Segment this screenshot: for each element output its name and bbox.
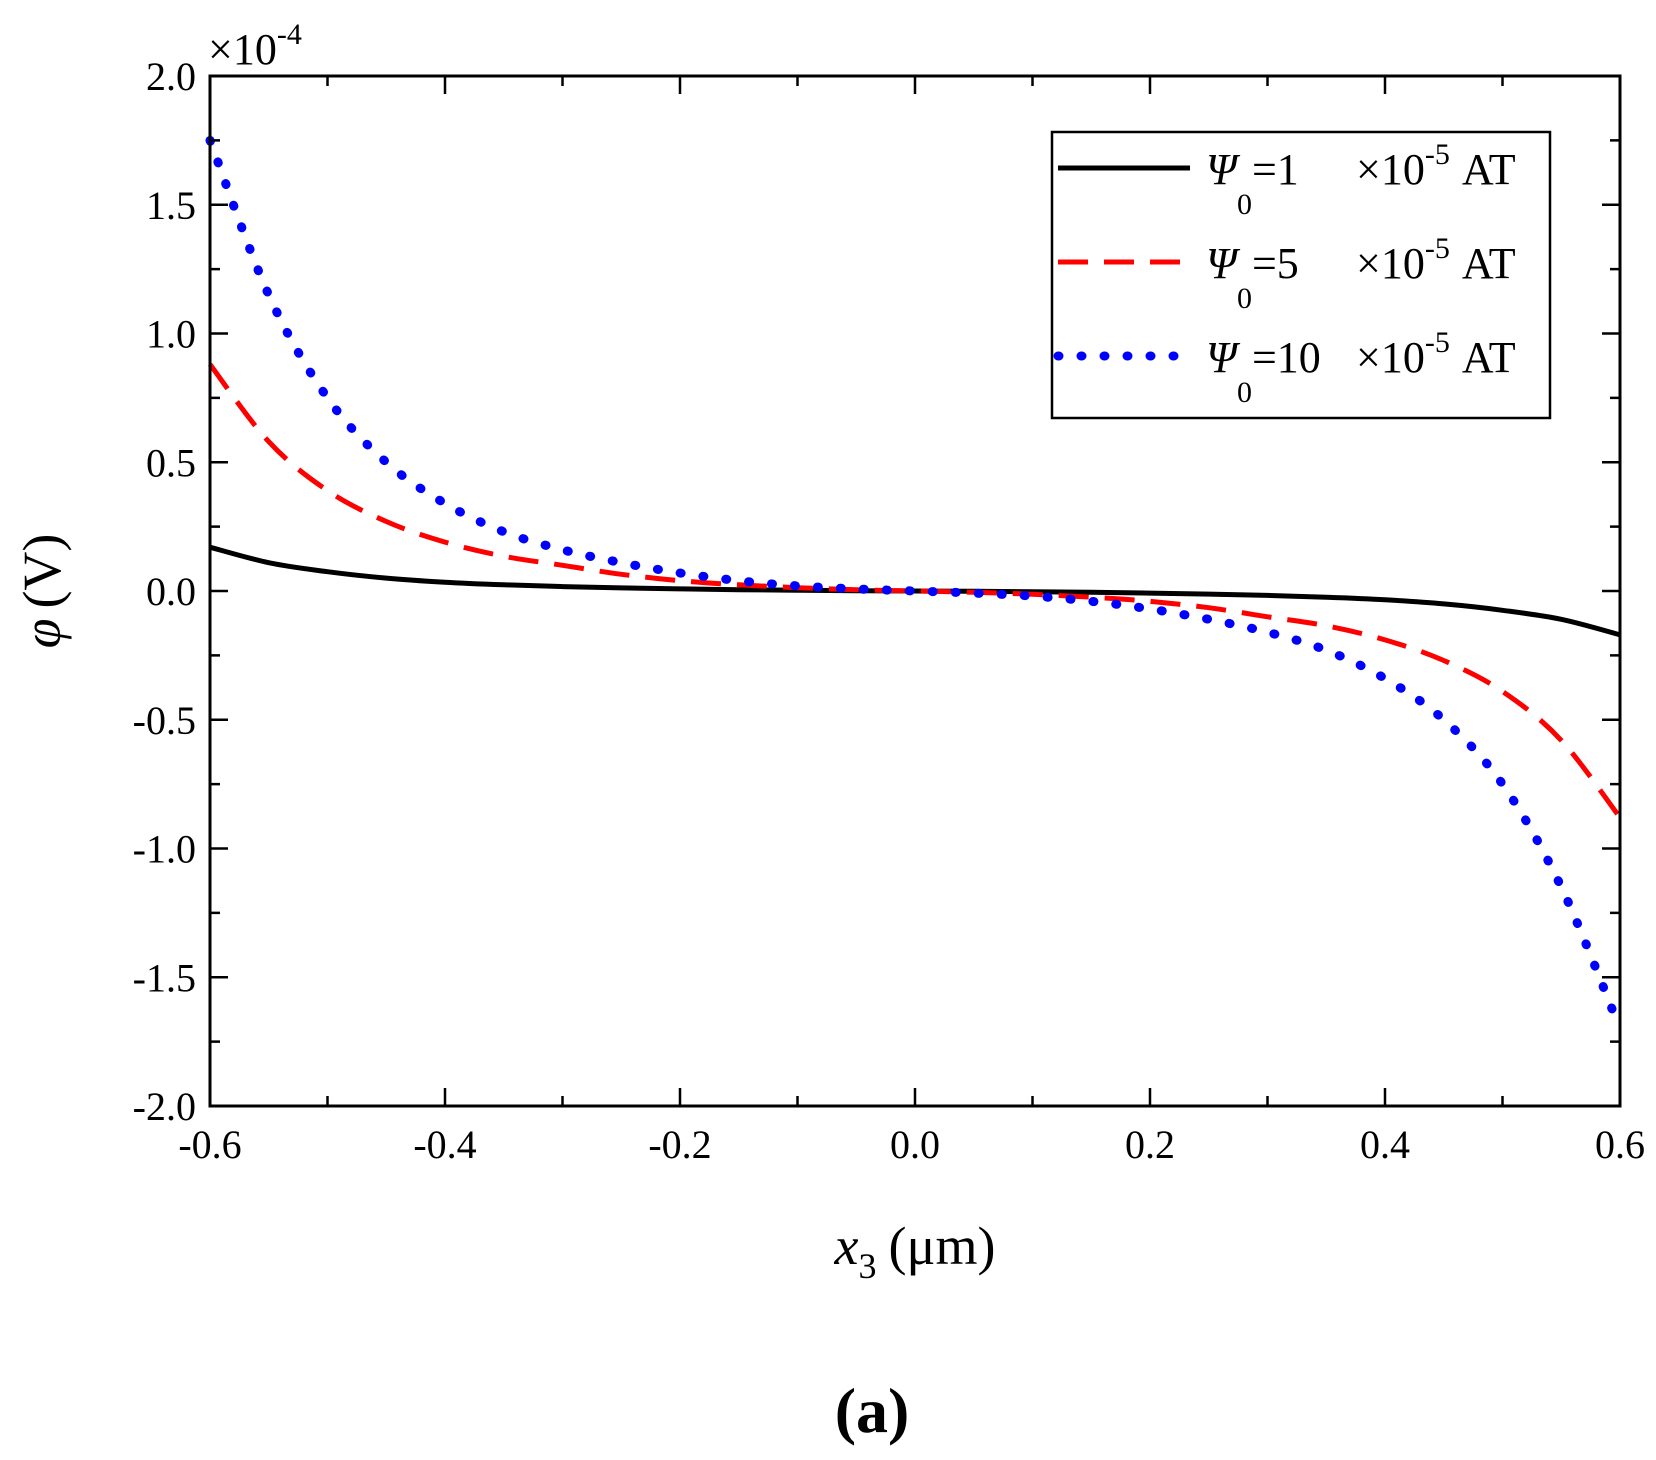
legend-unit: AT xyxy=(1462,239,1516,288)
y-tick-label: 1.0 xyxy=(146,312,196,357)
legend-label-2: Ψ0=5 ×10-5 AT xyxy=(1206,232,1516,315)
x-tick-label: 0.4 xyxy=(1360,1122,1410,1167)
y-multiplier-exponent: -4 xyxy=(277,18,302,51)
y-tick-label: -0.5 xyxy=(133,698,196,743)
x-axis-subscript: 3 xyxy=(859,1246,877,1286)
panel-label: (a) xyxy=(835,1375,910,1446)
x-axis-title: x3 (μm) xyxy=(834,1216,996,1286)
y-axis-symbol: φ xyxy=(12,619,72,649)
x-tick-label: 0.6 xyxy=(1595,1122,1645,1167)
y-tick-label: 0.0 xyxy=(146,569,196,614)
y-axis-unit: (V) xyxy=(12,534,72,609)
x-axis-symbol: x xyxy=(834,1216,859,1276)
y-tick-label: -1.5 xyxy=(133,955,196,1000)
legend-symbol: Ψ xyxy=(1206,239,1241,288)
y-tick-label: -1.0 xyxy=(133,827,196,872)
y-tick-label: 2.0 xyxy=(146,54,196,99)
series-layer xyxy=(205,135,1625,1034)
x-tick-label: -0.4 xyxy=(413,1122,476,1167)
plot-frame xyxy=(208,74,1622,1108)
legend-value: =1 xyxy=(1252,145,1299,194)
legend-symbol: Ψ xyxy=(1206,145,1241,194)
x-axis-unit: (μm) xyxy=(889,1216,996,1276)
legend-multiplier: ×10 xyxy=(1356,145,1425,194)
legend-multiplier: ×10 xyxy=(1356,239,1425,288)
legend-exponent: -5 xyxy=(1425,326,1450,359)
legend-label-3: Ψ0=10 ×10-5 AT xyxy=(1206,326,1516,409)
legend-symbol: Ψ xyxy=(1206,333,1241,382)
series-line-1 xyxy=(209,544,1621,638)
legend-subscript: 0 xyxy=(1237,376,1252,409)
tick-layer: -0.6 -0.4 -0.2 0.0 0.2 0.4 0.6 -2.0 -1.5 -1.0 -0.5… xyxy=(133,54,1645,1167)
legend-unit: AT xyxy=(1462,333,1516,382)
y-tick-label: -2.0 xyxy=(133,1084,196,1129)
legend-label-1: Ψ0=1 ×10-5 AT xyxy=(1206,138,1516,221)
x-tick-label: 0.2 xyxy=(1125,1122,1175,1167)
legend-value: =10 xyxy=(1252,333,1321,382)
legend-multiplier: ×10 xyxy=(1356,333,1425,382)
y-multiplier-base: ×10 xyxy=(208,25,277,74)
series-line-2 xyxy=(208,362,1622,820)
x-tick-label: -0.6 xyxy=(178,1122,241,1167)
legend-subscript: 0 xyxy=(1237,188,1252,221)
x-tick-label: 0.0 xyxy=(890,1122,940,1167)
y-tick-label: 1.5 xyxy=(146,183,196,228)
y-axis-title: φ (V) xyxy=(12,534,72,649)
legend-value: =5 xyxy=(1252,239,1299,288)
legend-exponent: -5 xyxy=(1425,138,1450,171)
legend-subscript: 0 xyxy=(1237,282,1252,315)
y-multiplier: ×10-4 xyxy=(208,18,302,74)
y-tick-label: 0.5 xyxy=(146,440,196,485)
legend-exponent: -5 xyxy=(1425,232,1450,265)
x-tick-label: -0.2 xyxy=(648,1122,711,1167)
legend-unit: AT xyxy=(1462,145,1516,194)
legend-box xyxy=(1050,130,1552,420)
